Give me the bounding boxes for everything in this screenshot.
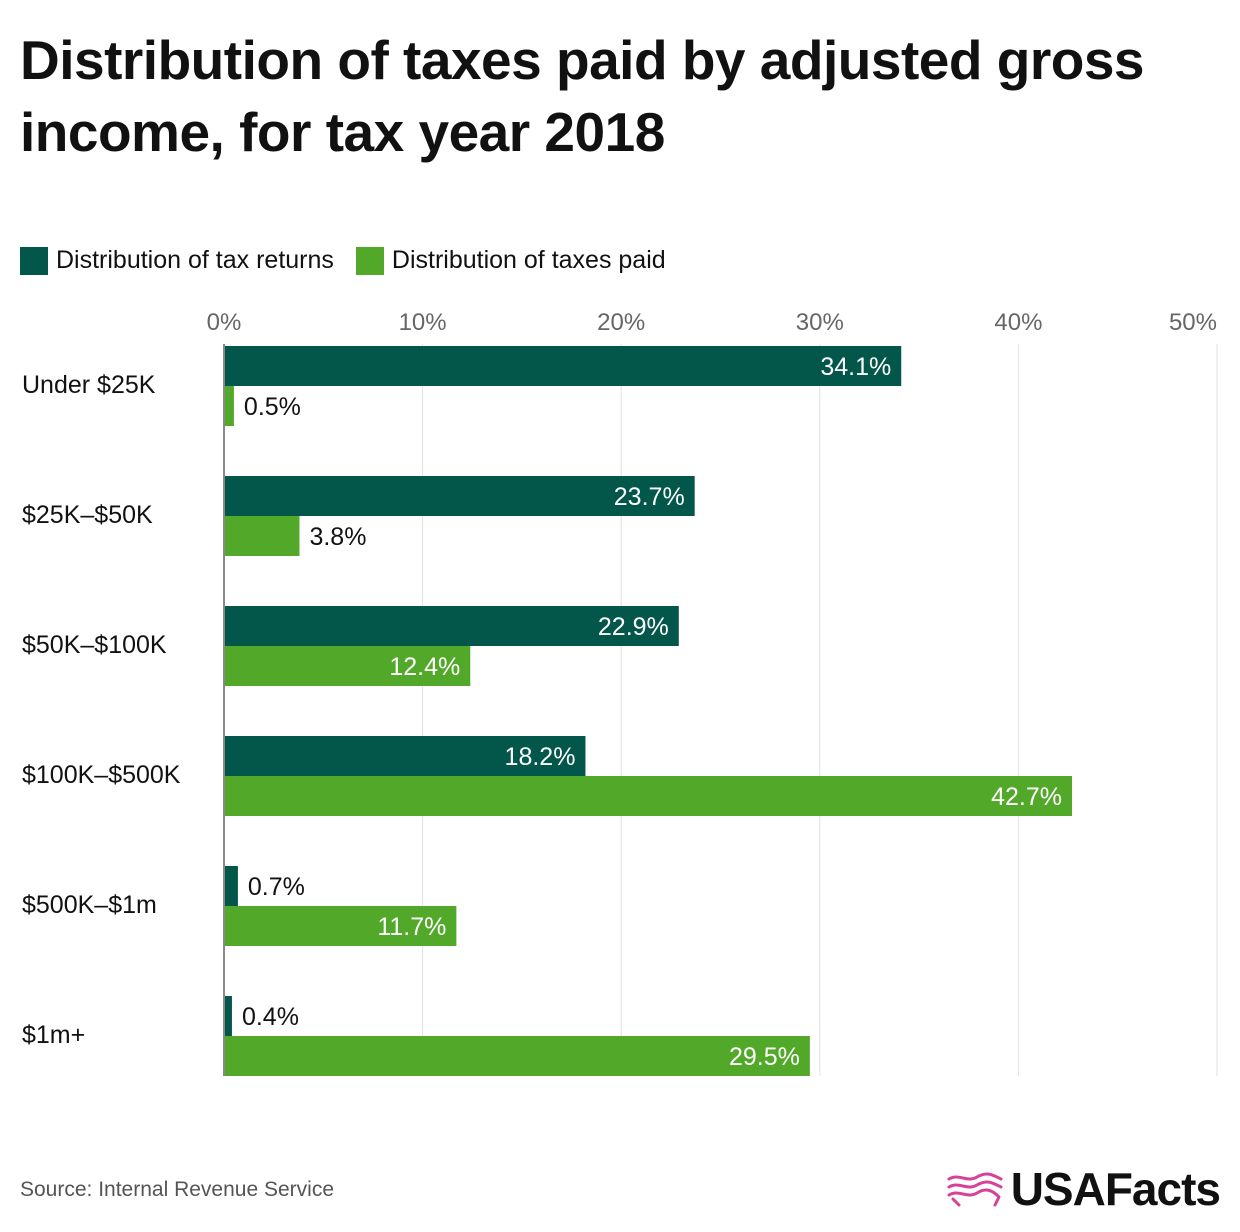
legend-item-taxes-paid: Distribution of taxes paid — [355, 246, 666, 275]
category-label-4: $500K–$1m — [22, 891, 157, 919]
data-label-tax-returns-2: 22.9% — [598, 613, 669, 641]
bar-tax-returns-5 — [224, 996, 232, 1036]
bar-tax-returns-3 — [224, 736, 586, 776]
bar-taxes-paid-4 — [224, 906, 457, 946]
data-label-tax-returns-1: 23.7% — [614, 483, 685, 511]
data-label-tax-returns-5: 0.4% — [242, 1003, 299, 1031]
bar-taxes-paid-1 — [224, 516, 300, 556]
x-tick-label-30: 30% — [796, 309, 844, 336]
bar-tax-returns-2 — [224, 606, 679, 646]
data-label-taxes-paid-1: 3.8% — [309, 523, 366, 551]
bar-taxes-paid-0 — [224, 386, 234, 426]
category-label-3: $100K–$500K — [22, 761, 181, 789]
data-label-tax-returns-4: 0.7% — [248, 873, 305, 901]
category-label-2: $50K–$100K — [22, 631, 167, 659]
bar-taxes-paid-2 — [224, 646, 471, 686]
legend-swatch-taxes-paid — [355, 246, 384, 275]
source-note: Source: Internal Revenue Service — [20, 1178, 335, 1201]
chart-title-line-1: Distribution of taxes paid by adjusted g… — [20, 29, 1145, 91]
x-tick-label-40: 40% — [994, 309, 1042, 336]
category-label-0: Under $25K — [22, 371, 156, 399]
data-label-tax-returns-0: 34.1% — [820, 353, 891, 381]
legend-label-tax-returns: Distribution of tax returns — [56, 246, 334, 274]
legend-label-taxes-paid: Distribution of taxes paid — [391, 246, 666, 274]
bar-tax-returns-0 — [224, 346, 902, 386]
legend-swatch-tax-returns — [20, 246, 48, 275]
brand-name: USAFacts — [1010, 1163, 1221, 1215]
data-label-taxes-paid-0: 0.5% — [244, 393, 301, 421]
data-label-taxes-paid-2: 12.4% — [389, 653, 460, 681]
chart-legend: Distribution of tax returns Distribution… — [20, 246, 688, 275]
category-label-5: $1m+ — [22, 1021, 85, 1049]
data-label-tax-returns-3: 18.2% — [505, 743, 576, 771]
bar-tax-returns-4 — [224, 866, 238, 906]
chart-title: Distribution of taxes paid by adjusted g… — [20, 24, 1220, 168]
data-label-taxes-paid-4: 11.7% — [377, 913, 446, 941]
bar-taxes-paid-5 — [224, 1036, 810, 1076]
x-tick-label-10: 10% — [399, 309, 447, 336]
usafacts-flag-logo-icon — [947, 1172, 1003, 1207]
bar-taxes-paid-3 — [224, 776, 1073, 816]
legend-item-tax-returns: Distribution of tax returns — [20, 246, 334, 275]
bar-chart: 0% 10% 20% 30% 40% 50% Under $25K 34.1% 0.5% $25K… — [22, 309, 1218, 1076]
category-label-1: $25K–$50K — [22, 501, 153, 529]
x-tick-label-20: 20% — [597, 309, 645, 336]
chart-title-line-2: income, for tax year 2018 — [20, 101, 665, 163]
x-tick-label-50: 50% — [1169, 309, 1217, 336]
bar-tax-returns-1 — [224, 476, 695, 516]
data-label-taxes-paid-3: 42.7% — [991, 783, 1062, 811]
brand: USAFacts — [945, 1162, 1221, 1216]
data-label-taxes-paid-5: 29.5% — [729, 1043, 800, 1071]
x-tick-label-0: 0% — [207, 309, 242, 336]
